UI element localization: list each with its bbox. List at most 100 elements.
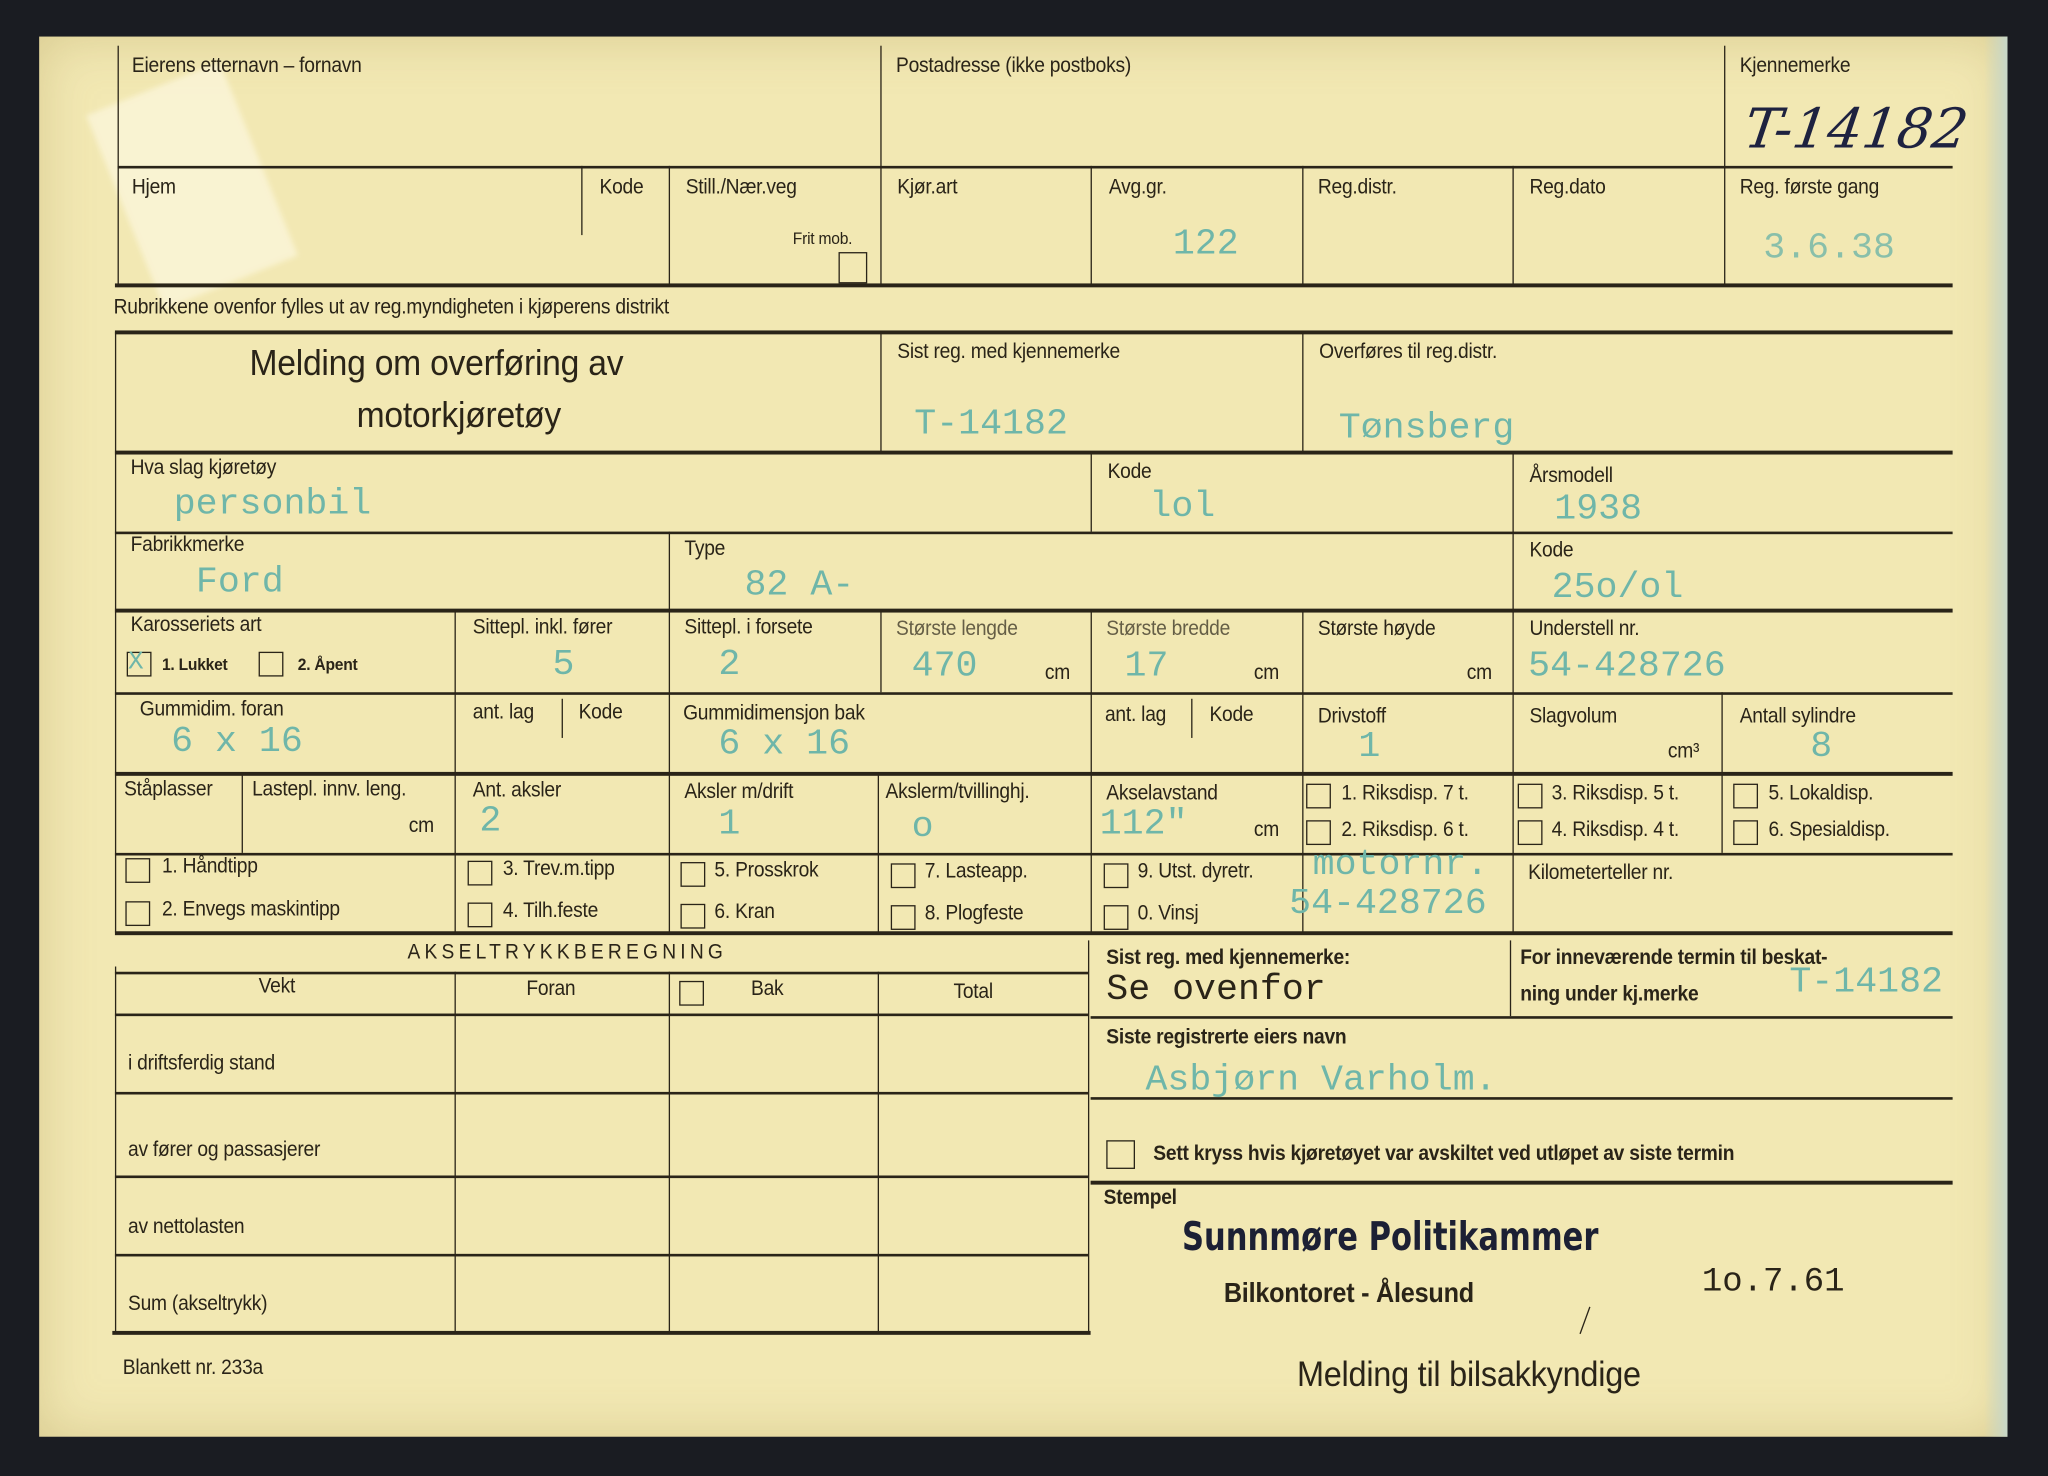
type-code-label: Kode	[1529, 539, 1574, 562]
disp-checkbox[interactable]	[1306, 783, 1331, 809]
equip-checkbox[interactable]	[680, 903, 706, 929]
stamp-date: 1o.7.61	[1701, 1261, 1845, 1301]
border-line	[114, 966, 117, 1333]
equip-checkbox[interactable]	[680, 862, 706, 887]
tyre-front-value: 6 x 16	[171, 722, 303, 763]
cargo-length-unit: cm	[408, 815, 434, 838]
tax-label-1: For inneværende termin til beskat-	[1520, 946, 1828, 970]
divider	[454, 609, 457, 933]
seats-label: Sittepl. inkl. fører	[472, 616, 613, 639]
divider	[1302, 165, 1304, 285]
ply2-code-label: Kode	[1209, 703, 1254, 727]
divider	[114, 531, 1953, 534]
equip-label: 5. Prosskrok	[714, 859, 819, 882]
last-reg-value: T-14182	[914, 404, 1068, 446]
body-open-checkbox[interactable]	[258, 651, 284, 677]
axle-row-label: Sum (akseltrykk)	[127, 1293, 268, 1316]
divider	[1512, 451, 1515, 610]
disp-checkbox[interactable]	[1517, 783, 1543, 809]
equip-checkbox[interactable]	[1103, 905, 1129, 930]
body-open-label: 2. Åpent	[297, 654, 358, 674]
stamp-line2: Bilkontoret - Ålesund	[1223, 1278, 1474, 1309]
divider	[1191, 698, 1193, 738]
divider	[880, 609, 883, 693]
axles-value: 2	[479, 801, 502, 843]
drive-type-label: Kjør.art	[897, 176, 958, 199]
divider	[1512, 609, 1515, 933]
stamp-label: Stempel	[1103, 1187, 1177, 1210]
equip-checkbox[interactable]	[890, 905, 916, 930]
equip-label: 2. Envegs maskintipp	[161, 898, 340, 921]
divider	[117, 165, 1953, 168]
frit-mob-checkbox[interactable]	[838, 252, 868, 284]
divider	[1509, 940, 1512, 1017]
type-value: 82 A-	[744, 565, 855, 607]
length-value: 470	[911, 646, 978, 688]
divider	[114, 1175, 1088, 1178]
equip-checkbox[interactable]	[467, 902, 493, 928]
reg-mark-handwritten: T-14182	[1740, 96, 1973, 161]
tyre-rear-label: Gummidimensjon bak	[683, 702, 865, 725]
tyre-front-label: Gummidim. foran	[139, 698, 284, 721]
equip-checkbox[interactable]	[890, 863, 916, 889]
divider	[241, 773, 244, 853]
disp-checkbox[interactable]	[1733, 820, 1759, 846]
divider	[668, 971, 671, 1333]
divider	[114, 852, 1953, 855]
to-district-value: Tønsberg	[1338, 408, 1515, 450]
divider	[1090, 1016, 1953, 1019]
deregistered-checkbox[interactable]	[1106, 1140, 1136, 1169]
equip-label: 8. Plogfeste	[924, 902, 1024, 925]
type-code-value: 25o/ol	[1551, 568, 1684, 609]
chassis-value: 54-428726	[1528, 646, 1726, 688]
home-label: Hjem	[131, 176, 176, 199]
equip-checkbox[interactable]	[467, 860, 493, 886]
reg-mark-label: Kjennemerke	[1739, 54, 1851, 78]
disp-label: 6. Spesialdisp.	[1768, 818, 1890, 842]
disp-label: 1. Riksdisp. 7 t.	[1341, 782, 1469, 805]
seats-value: 5	[552, 645, 575, 686]
axle-row-label: i driftsferdig stand	[127, 1052, 275, 1075]
ply-code-label: Kode	[578, 701, 623, 724]
equip-checkbox[interactable]	[125, 901, 151, 927]
prev-reg-label: Sist reg. med kjennemerke:	[1106, 946, 1351, 970]
axle-header-rear: Bak	[751, 978, 784, 1001]
disp-checkbox[interactable]	[1306, 820, 1331, 846]
twin-axles-value: o	[911, 807, 934, 848]
body-closed-checkbox[interactable]: X	[126, 648, 152, 678]
disp-label: 5. Lokaldisp.	[1768, 782, 1874, 805]
disp-label: 4. Riksdisp. 4 t.	[1551, 818, 1680, 842]
kind-value: personbil	[173, 484, 372, 526]
divider	[581, 165, 583, 236]
divider	[561, 698, 564, 738]
divider	[1090, 1097, 1953, 1100]
disp-label: 3. Riksdisp. 5 t.	[1551, 782, 1680, 805]
prev-reg-value: Se ovenfor	[1106, 970, 1326, 1011]
height-label: Største høyde	[1317, 617, 1436, 640]
length-label: Største lengde	[895, 617, 1018, 640]
make-label: Fabrikkmerke	[130, 534, 245, 557]
disp-checkbox[interactable]	[1517, 820, 1543, 846]
divider	[112, 1330, 1091, 1335]
form-title-line2: motorkjøretøy	[356, 394, 562, 435]
road-label: Still./Nær.veg	[685, 176, 797, 199]
divider	[668, 531, 671, 610]
equip-label: 7. Lasteapp.	[924, 860, 1028, 883]
disp-checkbox[interactable]	[1733, 783, 1759, 809]
equip-checkbox[interactable]	[125, 858, 151, 883]
axle-rear-checkbox[interactable]	[679, 980, 704, 1006]
divider	[114, 1013, 1088, 1016]
equip-checkbox[interactable]	[1103, 863, 1129, 889]
axle-header-total: Total	[953, 980, 993, 1004]
divider	[1302, 331, 1304, 452]
first-reg-value: 3.6.38	[1763, 228, 1895, 270]
displacement-label: Slagvolum	[1529, 705, 1618, 728]
driven-axles-label: Aksler m/drift	[684, 781, 794, 804]
width-label: Største bredde	[1106, 617, 1231, 640]
equip-label: 1. Håndtipp	[161, 855, 258, 878]
divider	[1090, 451, 1093, 532]
axles-label: Ant. aksler	[472, 779, 561, 802]
tyre-rear-value: 6 x 16	[718, 724, 851, 766]
first-reg-label: Reg. første gang	[1739, 176, 1880, 199]
fee-group-label: Avg.gr.	[1108, 176, 1167, 199]
